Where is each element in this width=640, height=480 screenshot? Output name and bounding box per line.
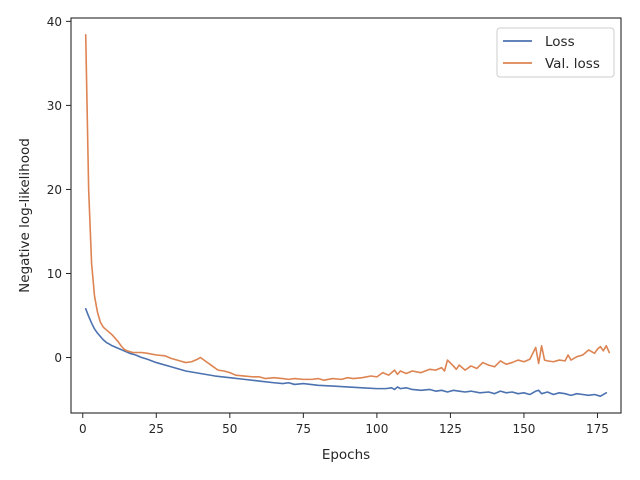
x-tick-label: 75 [296, 422, 311, 436]
series-line-loss [84, 307, 608, 397]
y-tick-label: 30 [47, 99, 62, 113]
x-tick-label: 25 [149, 422, 164, 436]
x-tick-label: 125 [439, 422, 462, 436]
legend: Loss Val. loss [496, 27, 615, 78]
x-tick-label: 50 [222, 422, 237, 436]
y-axis-title: Negative log-likelihood [17, 138, 33, 293]
x-axis-title: Epochs [322, 447, 370, 463]
plot-area [84, 34, 611, 397]
y-tick-label: 40 [47, 15, 62, 29]
x-tick-label: 150 [512, 422, 535, 436]
y-tick-label: 20 [47, 183, 62, 197]
axes-frame [70, 17, 622, 414]
y-tick-label: 10 [47, 267, 62, 281]
legend-label: Loss [545, 34, 575, 50]
x-tick-label: 0 [79, 422, 87, 436]
x-tick-label: 175 [586, 422, 609, 436]
series-line-val-loss [84, 34, 611, 382]
x-tick-label: 100 [365, 422, 388, 436]
axes: 0 25 50 75 100 125 150 175 0 10 20 30 40 [47, 15, 622, 436]
legend-label: Val. loss [545, 56, 600, 72]
y-tick-label: 0 [54, 351, 62, 365]
